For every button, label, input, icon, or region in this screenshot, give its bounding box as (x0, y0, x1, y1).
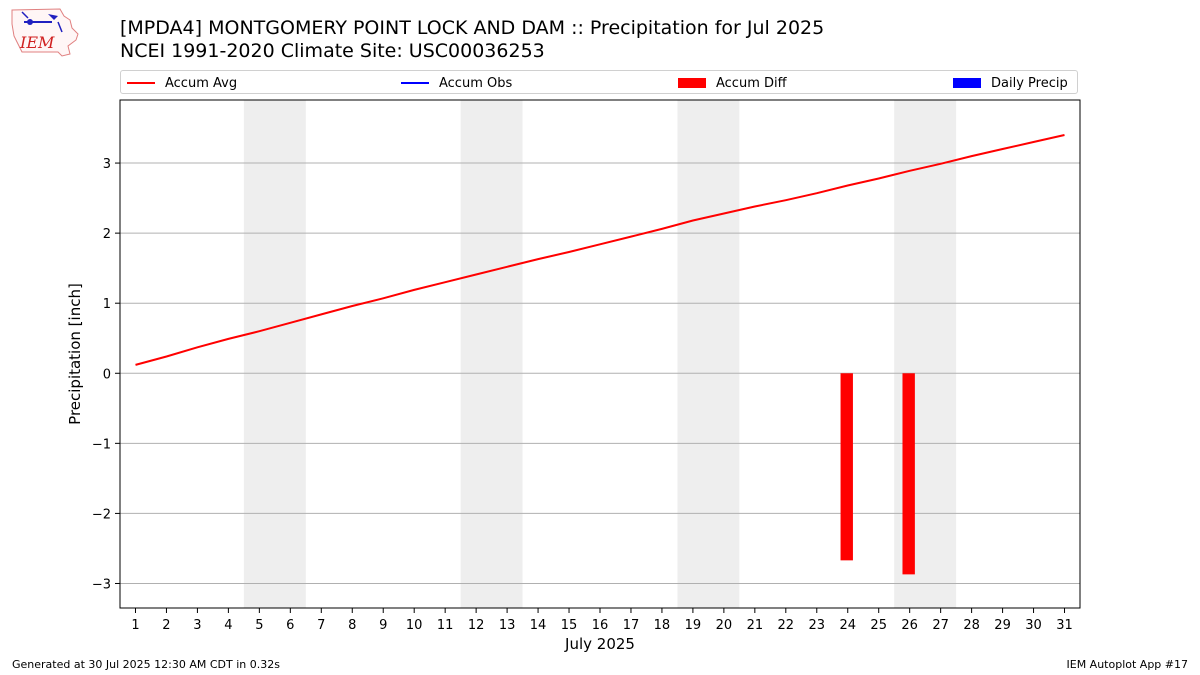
x-tick-label: 15 (561, 618, 578, 633)
x-tick-label: 13 (499, 618, 516, 633)
x-tick-label: 1 (131, 618, 139, 633)
iem-logo: IEM (11, 8, 79, 57)
legend-label-accum-obs: Accum Obs (439, 75, 513, 91)
y-tick-label: −3 (92, 577, 111, 592)
y-tick-label: 1 (103, 297, 111, 312)
y-tick-label: 0 (103, 367, 111, 382)
x-tick-label: 17 (623, 618, 640, 633)
legend-item-accum-diff: Accum Diff (678, 74, 787, 92)
x-tick-label: 20 (716, 618, 733, 633)
legend-item-daily-precip: Daily Precip (953, 74, 1068, 92)
x-tick-label: 28 (963, 618, 980, 633)
x-tick-label: 5 (255, 618, 263, 633)
weekend-bands (243, 100, 957, 608)
y-axis-label: Precipitation [inch] (66, 283, 84, 425)
x-tick-label: 25 (870, 618, 887, 633)
x-tick-label: 6 (286, 618, 294, 633)
x-tick-label: 24 (839, 618, 856, 633)
x-tick-label: 10 (406, 618, 423, 633)
x-tick-label: 27 (932, 618, 949, 633)
accum-diff-bar (840, 373, 853, 561)
legend-swatch-accum-avg (127, 82, 155, 84)
accum-diff-bars (840, 373, 915, 575)
x-tick-label: 11 (437, 618, 454, 633)
legend: Accum Avg Accum Obs Accum Diff Daily Pre… (120, 70, 1078, 94)
x-tick-label: 14 (530, 618, 547, 633)
chart-subtitle: NCEI 1991-2020 Climate Site: USC00036253 (120, 40, 545, 62)
x-axis-label: July 2025 (564, 635, 635, 653)
y-axis-ticks: −3 −2 −1 0 1 2 3 (92, 157, 120, 592)
y-tick-label: −2 (92, 507, 111, 522)
x-tick-label: 30 (1025, 618, 1042, 633)
weekend-band (460, 100, 523, 608)
x-tick-label: 16 (592, 618, 609, 633)
x-tick-label: 8 (348, 618, 356, 633)
x-tick-label: 31 (1056, 618, 1073, 633)
y-tick-label: 3 (103, 157, 111, 172)
legend-swatch-daily-precip (953, 78, 981, 88)
x-tick-label: 12 (468, 618, 485, 633)
x-axis-ticks: 1 2 3 4 5 6 7 8 9 10 11 12 13 14 15 16 17 18 19 20 21 22 23 24 2… (131, 608, 1073, 633)
legend-label-accum-avg: Accum Avg (165, 75, 238, 91)
weekend-band (243, 100, 306, 608)
accum-diff-bar (902, 373, 915, 575)
legend-swatch-accum-obs (401, 82, 429, 84)
legend-item-accum-obs: Accum Obs (401, 74, 512, 92)
x-tick-label: 9 (379, 618, 387, 633)
legend-label-daily-precip: Daily Precip (991, 75, 1068, 91)
footer-app: IEM Autoplot App #17 (1066, 658, 1189, 671)
x-tick-label: 23 (809, 618, 826, 633)
y-tick-label: −1 (92, 437, 111, 452)
footer-generated: Generated at 30 Jul 2025 12:30 AM CDT in… (12, 658, 280, 671)
x-tick-label: 19 (685, 618, 702, 633)
y-tick-label: 2 (103, 227, 111, 242)
series-lines (135, 134, 1065, 366)
x-tick-label: 7 (317, 618, 325, 633)
x-tick-label: 4 (224, 618, 232, 633)
legend-item-accum-avg: Accum Avg (127, 74, 237, 92)
legend-swatch-accum-diff (678, 78, 706, 88)
x-tick-label: 2 (162, 618, 170, 633)
weekend-band (677, 100, 740, 608)
x-tick-label: 22 (778, 618, 795, 633)
chart-title: [MPDA4] MONTGOMERY POINT LOCK AND DAM ::… (120, 17, 825, 39)
x-tick-label: 29 (994, 618, 1011, 633)
grid-lines (120, 162, 1080, 584)
x-tick-label: 18 (654, 618, 671, 633)
accum-avg-line (135, 134, 1065, 366)
x-tick-label: 26 (901, 618, 918, 633)
legend-label-accum-diff: Accum Diff (716, 75, 787, 91)
logo-text: IEM (19, 33, 55, 52)
x-tick-label: 3 (193, 618, 201, 633)
x-tick-label: 21 (747, 618, 764, 633)
